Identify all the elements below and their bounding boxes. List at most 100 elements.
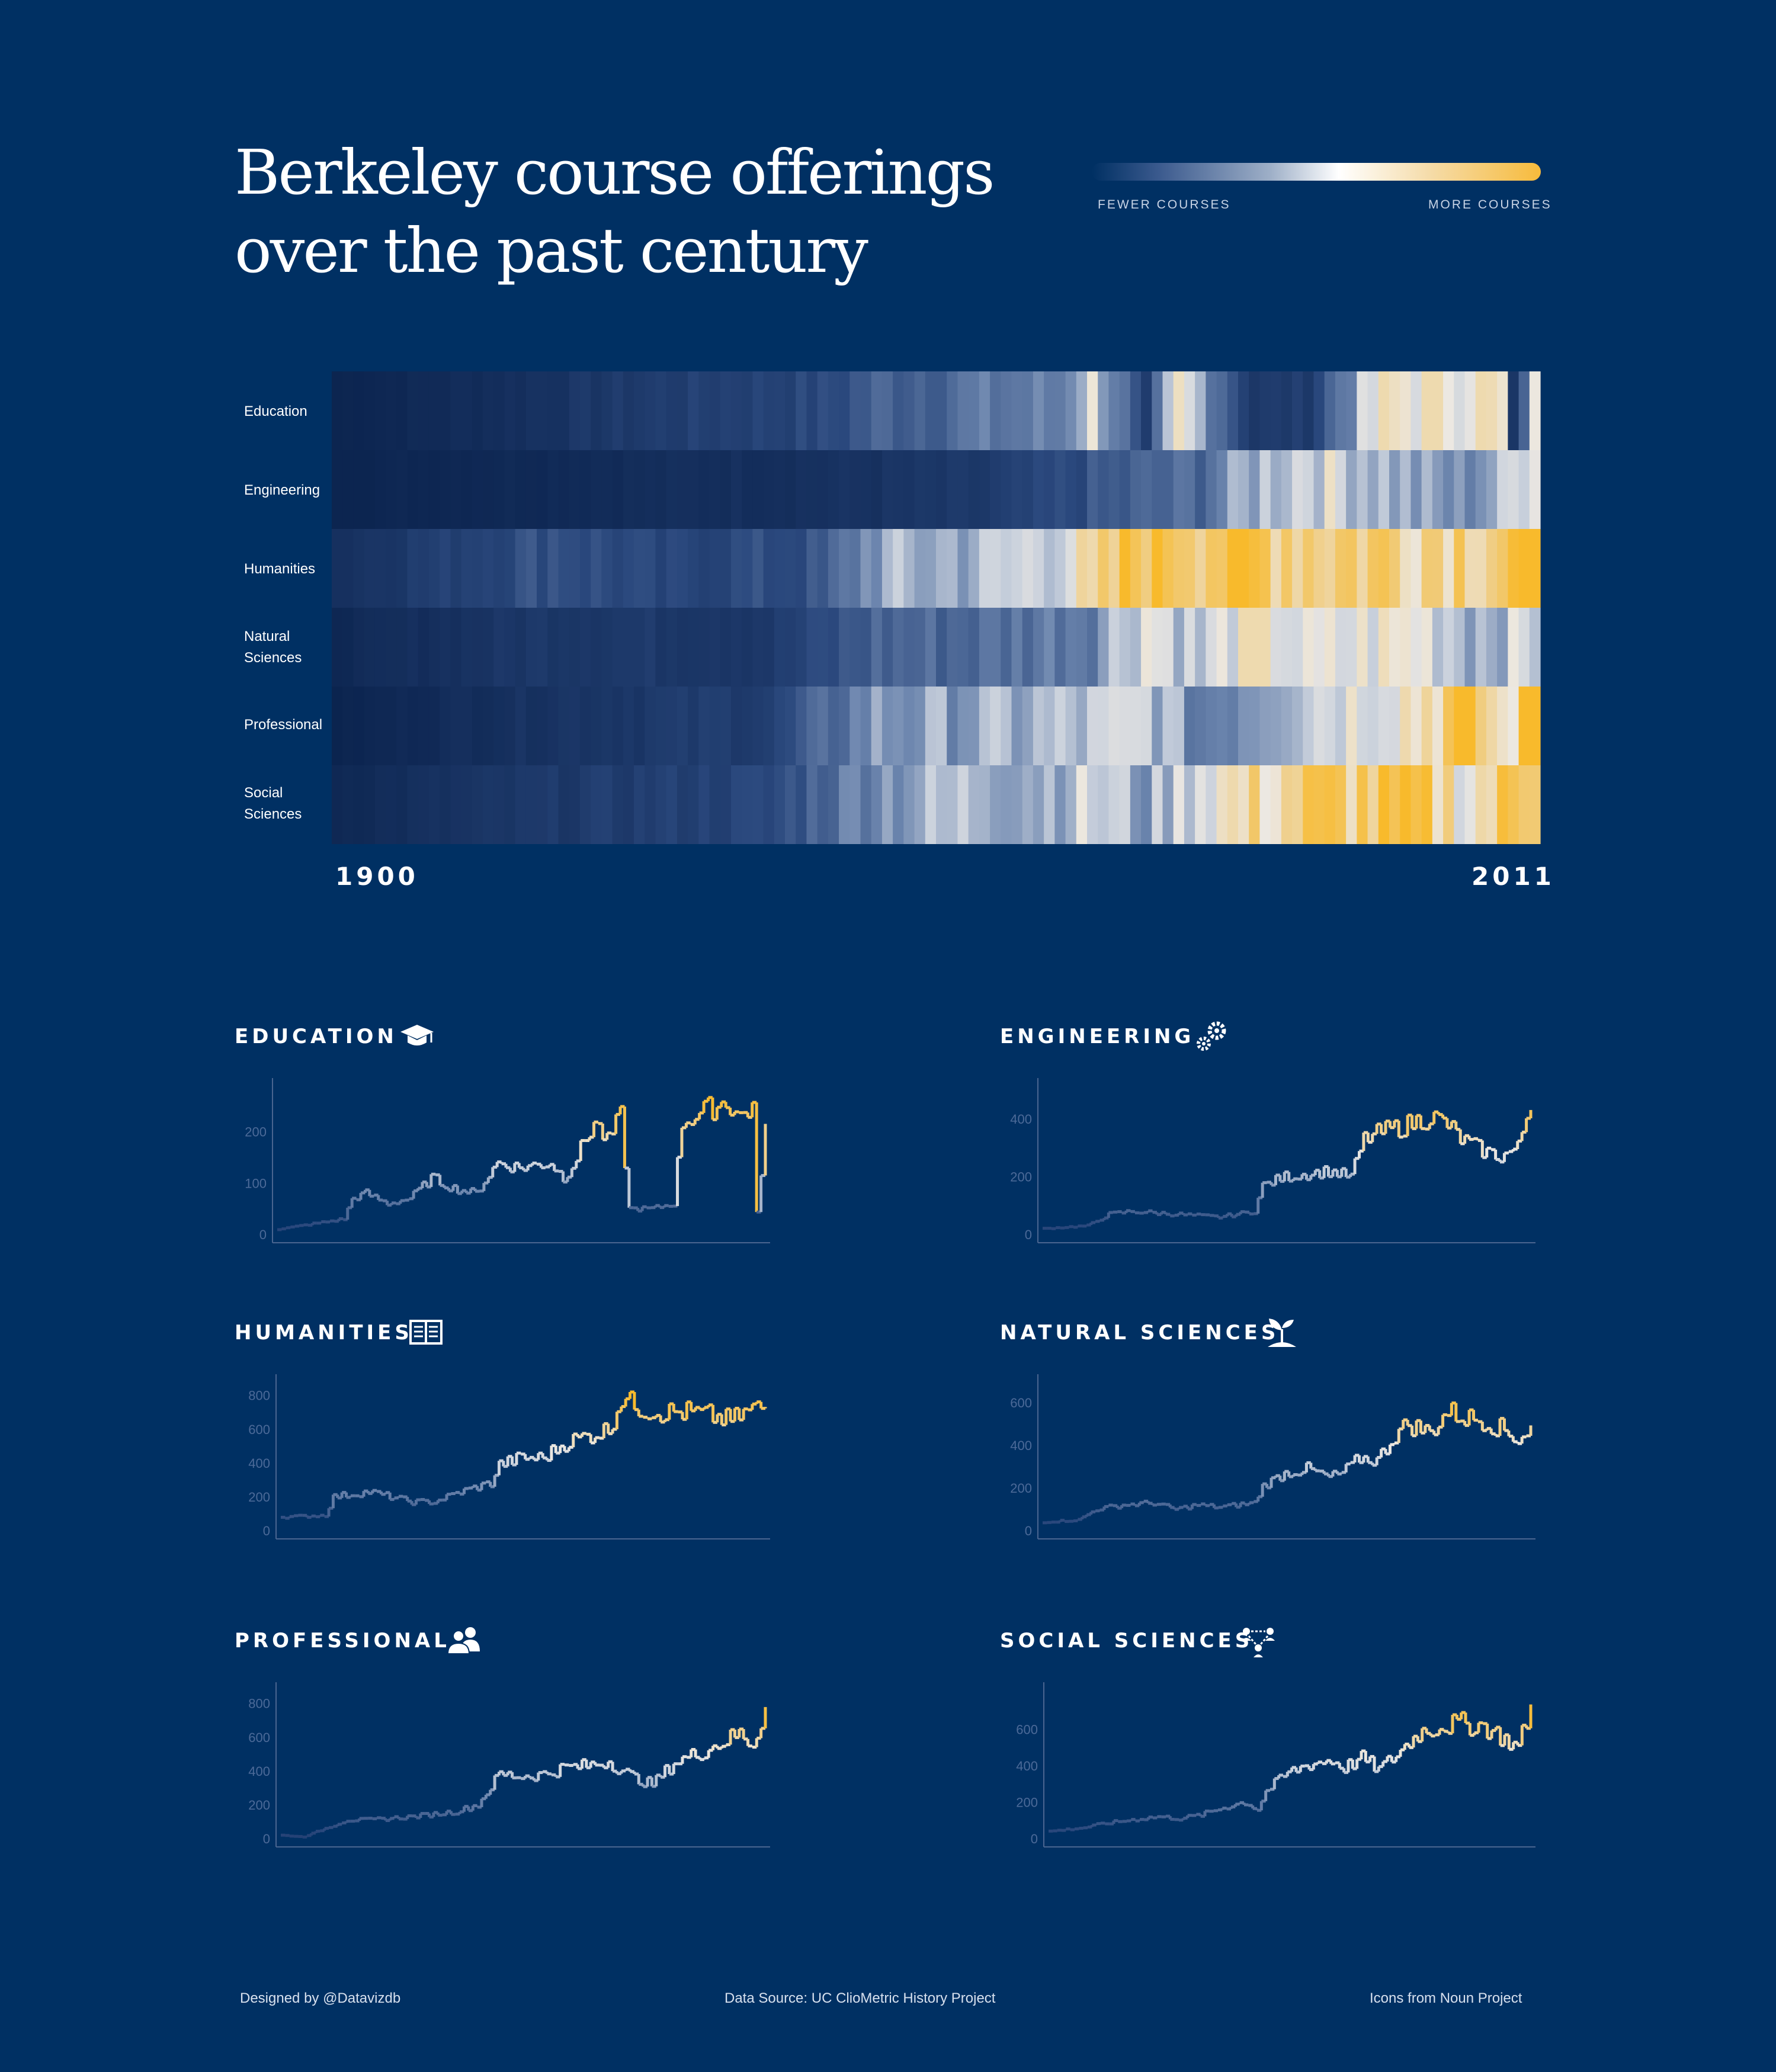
heatmap-cell xyxy=(1508,687,1519,765)
heatmap-cell xyxy=(1259,529,1271,608)
heatmap-cell xyxy=(569,371,581,450)
heatmap-cell xyxy=(1011,765,1023,844)
y-tick-label: 200 xyxy=(245,1125,267,1140)
y-tick-label: 100 xyxy=(245,1176,267,1191)
heatmap-cell xyxy=(428,687,440,765)
heatmap-cell xyxy=(839,450,850,529)
heatmap-cell xyxy=(730,765,742,844)
heatmap-cell xyxy=(1206,529,1217,608)
heatmap-cell xyxy=(591,529,602,608)
heatmap-cell xyxy=(515,608,527,687)
heatmap-cell xyxy=(1216,529,1228,608)
heatmap-cell xyxy=(1065,687,1077,765)
heatmap-cell xyxy=(1454,529,1466,608)
heatmap-cell xyxy=(591,765,602,844)
heatmap-cell xyxy=(1119,450,1131,529)
heatmap-cell xyxy=(558,687,570,765)
heatmap-cell xyxy=(407,687,419,765)
heatmap-cell xyxy=(374,608,386,687)
heatmap-cell xyxy=(936,608,947,687)
heatmap-cell xyxy=(709,371,721,450)
heatmap-cell xyxy=(979,687,990,765)
heatmap-cell xyxy=(720,765,732,844)
heatmap-cell xyxy=(1044,371,1055,450)
heatmap-cell xyxy=(709,687,721,765)
heatmap-cell xyxy=(374,371,386,450)
heatmap-cell xyxy=(1313,687,1325,765)
heatmap-cell xyxy=(537,687,548,765)
heatmap-cell xyxy=(871,608,883,687)
heatmap-cell xyxy=(504,687,516,765)
heatmap-cell xyxy=(407,529,419,608)
y-tick-label: 600 xyxy=(248,1730,270,1745)
heatmap-cell xyxy=(364,608,376,687)
heatmap-cell xyxy=(968,450,980,529)
heatmap-cell xyxy=(914,687,926,765)
heatmap-cell xyxy=(1033,687,1044,765)
heatmap-cell xyxy=(634,687,645,765)
heatmap-cell xyxy=(947,371,958,450)
heatmap-cell xyxy=(1421,450,1433,529)
heatmap-cell xyxy=(1270,371,1282,450)
heatmap-cell xyxy=(903,608,915,687)
heatmap-cell xyxy=(353,687,365,765)
heatmap-cell xyxy=(579,608,591,687)
heatmap-cell xyxy=(763,765,775,844)
heatmap-cell xyxy=(1378,608,1390,687)
heatmap-cell xyxy=(1454,450,1466,529)
heatmap-cell xyxy=(785,529,796,608)
heatmap-cell xyxy=(483,687,494,765)
heatmap-cell xyxy=(752,529,764,608)
heatmap-cell xyxy=(903,450,915,529)
heatmap-cell xyxy=(515,765,527,844)
heatmap-cell xyxy=(623,371,634,450)
heatmap-cell xyxy=(645,687,656,765)
panel-title-natural-sciences: NATURAL SCIENCES xyxy=(1000,1321,1280,1345)
heatmap-cell xyxy=(1335,450,1347,529)
heatmap-cell xyxy=(364,687,376,765)
heatmap-cell xyxy=(839,371,850,450)
heatmap-cell xyxy=(569,765,581,844)
heatmap-cell xyxy=(1130,765,1142,844)
y-tick-label: 400 xyxy=(248,1764,270,1779)
heatmap-cell xyxy=(1152,371,1163,450)
heatmap-cell xyxy=(1313,529,1325,608)
heatmap-cell xyxy=(1152,529,1163,608)
heatmap-cell xyxy=(774,529,786,608)
heatmap-cell xyxy=(817,529,829,608)
heatmap-cell xyxy=(742,687,753,765)
heatmap-cell xyxy=(353,371,365,450)
heatmap-cell xyxy=(1141,529,1152,608)
heatmap-cell xyxy=(1044,529,1055,608)
heatmap-cell xyxy=(1141,608,1152,687)
panel-title-professional: PROFESSIONAL xyxy=(235,1629,450,1653)
heatmap-cell xyxy=(1292,608,1303,687)
heatmap-cell xyxy=(1421,608,1433,687)
heatmap-cell xyxy=(709,608,721,687)
heatmap-cell xyxy=(893,687,904,765)
heatmap-cell xyxy=(860,608,872,687)
heatmap-cell xyxy=(1227,608,1239,687)
heatmap-cell xyxy=(936,450,947,529)
heatmap-cell xyxy=(332,687,343,765)
heatmap-cell xyxy=(677,529,688,608)
heatmap-cell xyxy=(947,529,958,608)
heatmap-cell xyxy=(1119,687,1131,765)
heatmap-cell xyxy=(558,529,570,608)
heatmap-cell xyxy=(504,608,516,687)
heatmap-cell xyxy=(1292,765,1303,844)
heatmap-cell xyxy=(1324,687,1336,765)
heatmap-cell xyxy=(374,450,386,529)
heatmap-cell xyxy=(730,371,742,450)
heatmap-cell xyxy=(1249,608,1261,687)
heatmap-cell xyxy=(483,371,494,450)
heatmap-cell xyxy=(1475,608,1487,687)
heatmap-cell xyxy=(957,529,969,608)
heatmap-cell xyxy=(666,371,678,450)
heatmap-cell xyxy=(936,529,947,608)
heatmap-cell xyxy=(1410,687,1422,765)
heatmap-cell xyxy=(515,687,527,765)
heatmap-cell xyxy=(547,687,559,765)
heatmap-cell xyxy=(1529,765,1541,844)
heatmap-cell xyxy=(1281,765,1293,844)
